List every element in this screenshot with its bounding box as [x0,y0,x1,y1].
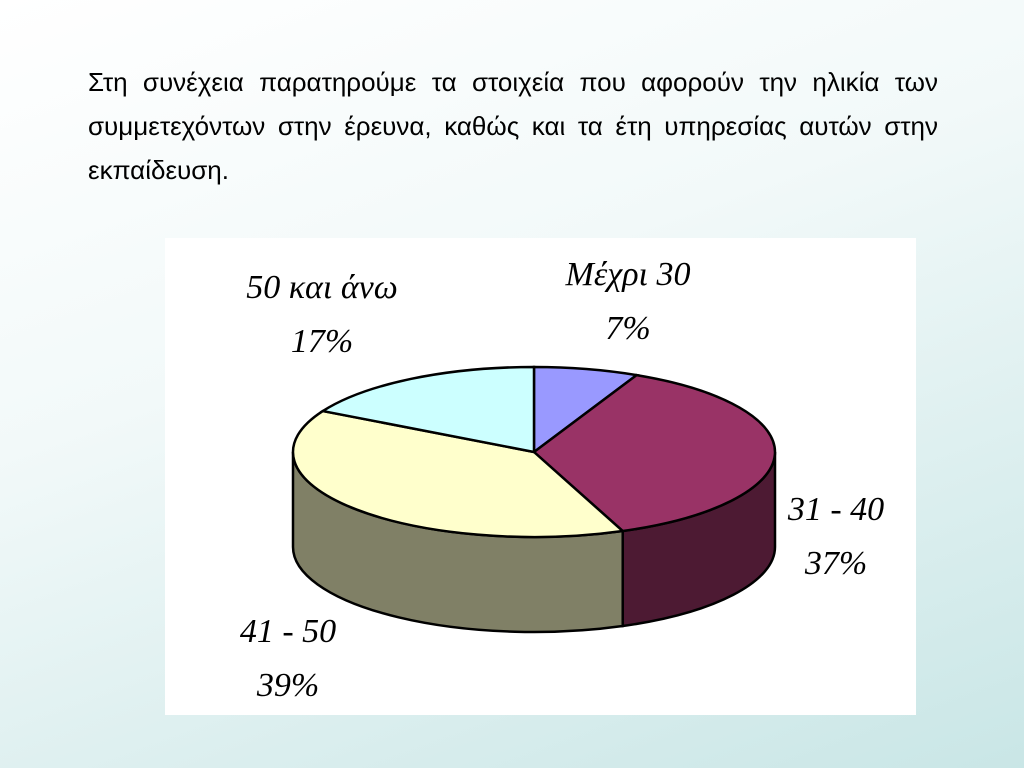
slice-value-label: 17% [291,323,353,360]
slice-label: 41 - 50 [240,613,336,650]
slice-label: 50 και άνω [246,269,398,306]
slice-value-label: 39% [256,667,319,704]
slice-value-label: 7% [605,310,650,347]
pie-slice [291,409,626,539]
paragraph: Στη συνέχεια παρατηρούμε τα στοιχεία που… [88,67,938,185]
pie-slice [319,365,536,454]
slice-value-label: 37% [804,545,867,582]
slice-label: Μέχρι 30 [565,256,691,293]
slice-label: 31 - 40 [787,491,884,528]
pie-slice [532,365,640,455]
pie-slice [532,373,777,533]
